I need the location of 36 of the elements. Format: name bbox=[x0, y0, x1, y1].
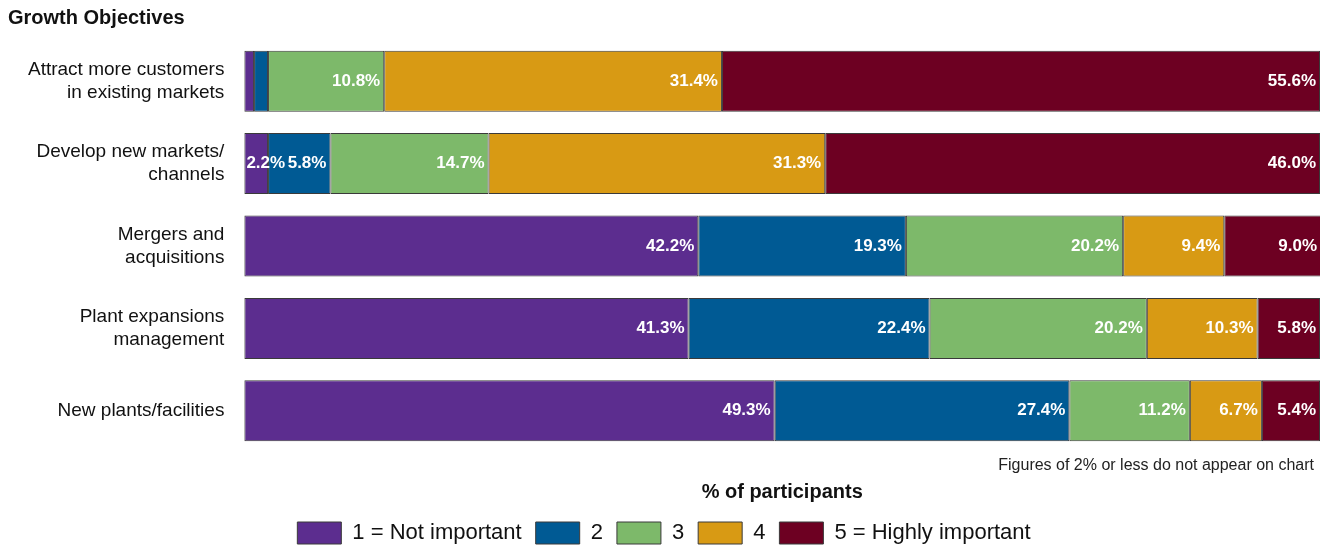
y-tick-label: Attract more customers in existing markets bbox=[27, 58, 225, 102]
data-label: 55.6% bbox=[1267, 70, 1316, 90]
data-label: 9.0% bbox=[1278, 235, 1318, 255]
data-label: 20.2% bbox=[1094, 318, 1143, 338]
data-label: 11.2% bbox=[1138, 400, 1186, 420]
data-label: 31.3% bbox=[773, 153, 822, 173]
data-label: 9.4% bbox=[1181, 235, 1221, 255]
y-tick-label: Plant expansions management bbox=[79, 305, 226, 350]
data-label: 42.2% bbox=[646, 235, 695, 255]
legend-label: 1 = Not important bbox=[352, 519, 522, 545]
data-label: 22.4% bbox=[877, 318, 926, 338]
y-tick-label: Develop new markets/ channels bbox=[36, 140, 226, 185]
legend-label: 3 bbox=[671, 519, 685, 545]
data-label: 10.3% bbox=[1205, 318, 1254, 338]
x-axis-title: % of participants bbox=[701, 479, 863, 502]
legend-label: 2 bbox=[590, 519, 603, 545]
y-tick-label: New plants/facilities bbox=[57, 399, 225, 421]
data-label: 5.8% bbox=[1277, 318, 1316, 338]
chart-title: Growth Objectives bbox=[8, 5, 185, 28]
data-label: 6.7% bbox=[1219, 400, 1258, 420]
data-label: 10.8% bbox=[332, 70, 381, 90]
legend-label: 4 bbox=[753, 519, 766, 545]
data-label: 5.4% bbox=[1277, 400, 1316, 420]
data-label: 46.0% bbox=[1267, 153, 1316, 173]
data-label: 14.7% bbox=[436, 153, 485, 173]
data-label: 27.4% bbox=[1017, 400, 1066, 420]
data-label: 20.2% bbox=[1070, 235, 1120, 255]
y-tick-label: Mergers and acquisitions bbox=[117, 222, 225, 267]
data-label: 19.3% bbox=[853, 235, 902, 255]
data-label: 2.2% bbox=[246, 153, 286, 173]
data-label: 31.4% bbox=[669, 70, 718, 90]
data-label: 41.3% bbox=[636, 318, 685, 338]
data-label: 49.3% bbox=[722, 400, 771, 420]
text: Figures of 2% or less do not appear on chart bbox=[998, 456, 1315, 474]
data-label: 5.8% bbox=[287, 153, 327, 173]
legend-label: 5 = Highly important bbox=[834, 519, 1031, 545]
